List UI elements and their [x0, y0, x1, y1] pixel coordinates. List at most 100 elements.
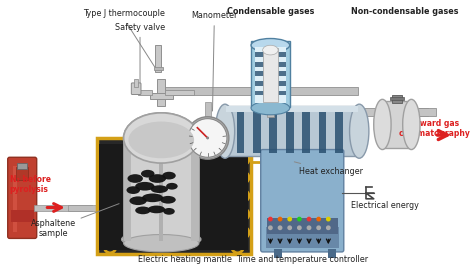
Ellipse shape [163, 208, 175, 215]
Bar [417, 108, 437, 116]
Ellipse shape [148, 206, 165, 213]
Ellipse shape [141, 170, 155, 178]
Text: Electric heating mantle: Electric heating mantle [138, 255, 232, 264]
Ellipse shape [160, 196, 176, 204]
Ellipse shape [129, 196, 147, 205]
Text: Safety valve: Safety valve [115, 23, 165, 91]
Bar [255, 62, 286, 67]
Ellipse shape [403, 99, 420, 150]
Bar [12, 166, 18, 232]
Bar [191, 140, 199, 241]
Bar [18, 163, 27, 169]
Text: Time and temperature controller: Time and temperature controller [236, 255, 368, 264]
Circle shape [287, 225, 292, 230]
Ellipse shape [124, 113, 199, 163]
Ellipse shape [135, 182, 155, 191]
Circle shape [278, 217, 283, 221]
Circle shape [307, 225, 311, 230]
Bar [382, 101, 412, 148]
Bar [226, 106, 358, 112]
Ellipse shape [128, 174, 143, 183]
Circle shape [268, 225, 273, 230]
Circle shape [188, 119, 227, 157]
Bar [34, 205, 92, 211]
Bar [255, 81, 286, 86]
Circle shape [206, 136, 209, 139]
Text: Manometer: Manometer [191, 11, 237, 111]
Bar [266, 105, 274, 117]
Bar [274, 249, 282, 258]
Circle shape [316, 225, 321, 230]
Bar [328, 249, 336, 258]
Bar [255, 47, 286, 103]
Bar [10, 210, 34, 222]
Text: Asphaltene
sample: Asphaltene sample [30, 204, 119, 238]
Ellipse shape [135, 207, 151, 214]
Ellipse shape [374, 99, 391, 150]
Bar [155, 45, 161, 72]
Bar [255, 71, 286, 76]
Bar [100, 197, 107, 211]
Ellipse shape [349, 104, 369, 158]
Bar [165, 90, 194, 95]
Ellipse shape [215, 104, 235, 158]
Circle shape [186, 117, 229, 159]
Text: Toward gas
chromatography: Toward gas chromatography [399, 119, 471, 138]
Bar [17, 167, 28, 181]
Text: N₂ before
pyrolysis: N₂ before pyrolysis [9, 175, 51, 194]
Bar [266, 218, 338, 233]
Bar [302, 109, 310, 153]
Ellipse shape [129, 121, 193, 159]
Ellipse shape [128, 122, 194, 158]
Bar [225, 108, 428, 116]
Bar [159, 138, 163, 241]
Circle shape [316, 217, 321, 221]
Ellipse shape [251, 39, 290, 52]
Bar [124, 138, 199, 241]
Bar [392, 95, 402, 103]
Bar [124, 140, 131, 241]
Bar [97, 138, 251, 254]
Ellipse shape [122, 231, 201, 248]
Bar [251, 41, 290, 107]
Bar [124, 138, 131, 241]
Bar [335, 109, 343, 153]
Bar [205, 102, 211, 117]
Ellipse shape [162, 172, 176, 179]
Bar [237, 109, 244, 153]
Bar [286, 109, 293, 153]
Text: Heat exchanger: Heat exchanger [294, 162, 364, 176]
Bar [255, 91, 286, 95]
Ellipse shape [251, 101, 290, 115]
Text: Type J thermocouple: Type J thermocouple [82, 9, 164, 72]
Bar [224, 106, 360, 156]
FancyBboxPatch shape [131, 83, 141, 95]
Ellipse shape [166, 183, 178, 190]
Ellipse shape [124, 113, 199, 163]
Bar [255, 52, 286, 57]
Bar [134, 79, 138, 87]
Bar [265, 227, 339, 248]
Bar [138, 90, 152, 95]
Ellipse shape [142, 193, 163, 202]
Circle shape [287, 217, 292, 221]
Bar [191, 138, 199, 241]
Text: Condensable gases: Condensable gases [227, 7, 314, 16]
Bar [124, 140, 199, 241]
Ellipse shape [127, 186, 140, 194]
Circle shape [307, 217, 311, 221]
Circle shape [268, 217, 273, 221]
FancyBboxPatch shape [261, 150, 344, 252]
Bar [263, 48, 278, 102]
Bar [154, 67, 163, 70]
Ellipse shape [149, 174, 166, 183]
Circle shape [297, 225, 302, 230]
Bar [68, 205, 104, 211]
Circle shape [297, 217, 302, 221]
Bar [100, 144, 248, 250]
Bar [110, 244, 237, 250]
Text: Non-condensable gases: Non-condensable gases [351, 7, 458, 16]
Bar [253, 109, 261, 153]
Bar [319, 109, 327, 153]
Circle shape [278, 225, 283, 230]
